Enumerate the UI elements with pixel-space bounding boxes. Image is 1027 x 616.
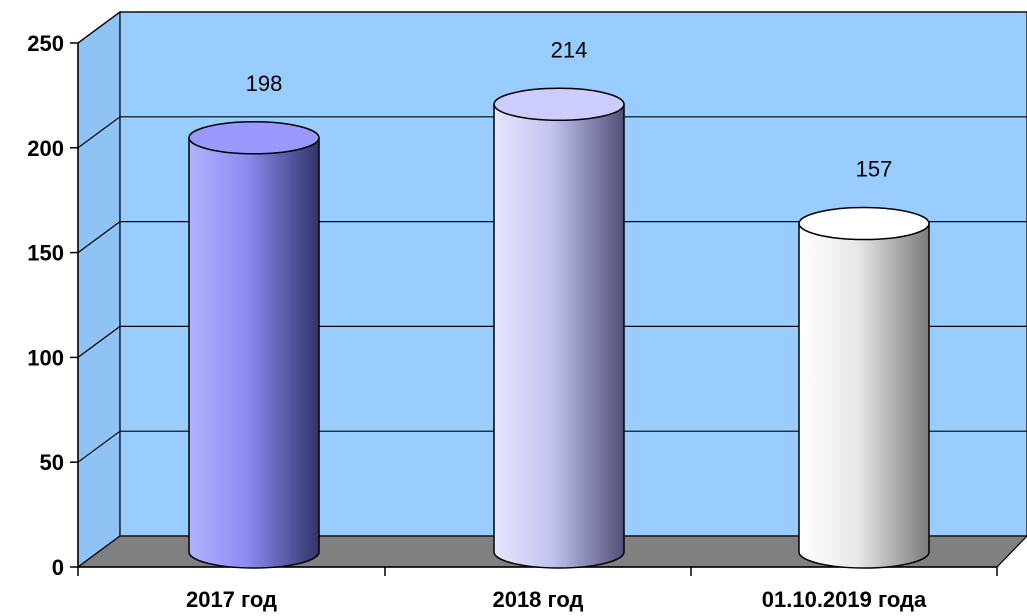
bar-2017: 198 xyxy=(188,71,320,569)
x-category-label: 2018 год xyxy=(492,587,583,612)
y-tick-label: 100 xyxy=(27,345,64,370)
y-tick-4: 200 xyxy=(27,136,78,161)
x-category-label: 01.10.2019 года xyxy=(762,587,927,612)
bar-2018: 214 xyxy=(493,37,625,569)
x-category-label: 2017 год xyxy=(186,587,277,612)
side-wall xyxy=(77,10,121,569)
y-tick-label: 0 xyxy=(52,555,64,580)
bar-body xyxy=(798,222,930,569)
bar-2019: 157 xyxy=(798,157,930,569)
y-tick-label: 150 xyxy=(27,241,64,266)
y-tick-2: 100 xyxy=(27,345,78,370)
y-tick-label: 200 xyxy=(27,136,64,161)
gridline-side xyxy=(77,430,121,463)
y-tick-1: 50 xyxy=(40,450,78,475)
y-tick-0: 0 xyxy=(52,555,78,580)
data-label: 157 xyxy=(856,157,893,182)
y-tick-label: 50 xyxy=(40,450,64,475)
y-tick-label: 250 xyxy=(27,31,64,56)
bar-top xyxy=(798,206,930,241)
gridline-side xyxy=(77,11,121,44)
bars: 198 214 157 xyxy=(188,37,930,569)
y-axis: 0 50 100 150 200 250 xyxy=(27,31,78,580)
data-label: 198 xyxy=(246,71,283,96)
data-label: 214 xyxy=(551,37,588,62)
gridline-side xyxy=(77,325,121,358)
bar-top xyxy=(188,121,320,155)
gridline-side xyxy=(77,221,121,254)
gridline-side xyxy=(77,116,121,149)
bar-body xyxy=(493,103,625,569)
y-tick-5: 250 xyxy=(27,31,78,56)
bar-body xyxy=(188,137,320,569)
x-axis: 2017 год 2018 год 01.10.2019 года xyxy=(77,567,998,612)
y-tick-3: 150 xyxy=(27,241,78,266)
bar-top xyxy=(493,87,625,122)
